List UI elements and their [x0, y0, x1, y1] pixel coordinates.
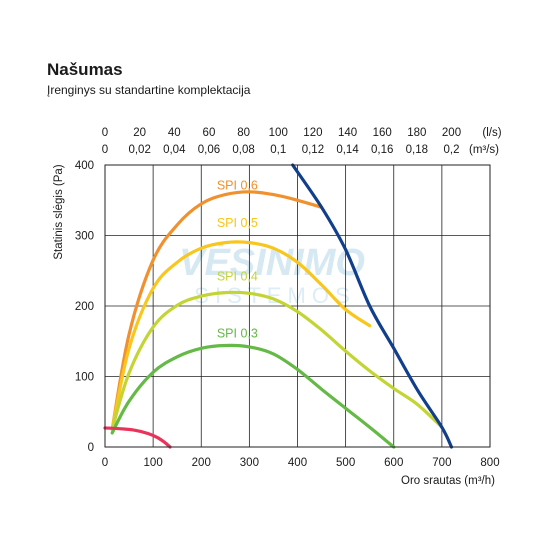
x2-m3s-tick-label: 0 — [102, 144, 108, 156]
series-line-2 — [110, 290, 444, 431]
plot-border — [104, 164, 491, 448]
x2-ls-tick-label: 180 — [407, 127, 426, 139]
x2-m3s-tick-label: 0,18 — [406, 144, 428, 156]
x2-ls-tick-label: 120 — [303, 127, 322, 139]
x2-m3s-tick-label: 0,14 — [336, 144, 359, 156]
x2-ls-tick-label: 140 — [338, 127, 357, 139]
x-tick-label: 500 — [336, 457, 355, 469]
x2-m3s-tick-label: 0,04 — [163, 144, 186, 156]
x-tick-label: 700 — [432, 457, 451, 469]
y-tick-label: 200 — [75, 301, 94, 313]
x2-m3s-tick-label: 0,12 — [302, 144, 324, 156]
series-line-1 — [110, 240, 372, 431]
x2-m3s-tick-label: 0,2 — [444, 144, 460, 156]
x2-ls-tick-label: 100 — [269, 127, 288, 139]
x2-m3s-tick-label: 0,06 — [198, 144, 220, 156]
x2-m3s-tick-label: 0,1 — [270, 144, 286, 156]
x2-ls-tick-label: 0 — [102, 127, 108, 139]
y-tick-label: 100 — [75, 372, 94, 384]
x-tick-label: 200 — [192, 457, 211, 469]
y-axis-label: Statinis slėgis (Pa) — [53, 164, 65, 259]
x2-ls-tick-label: 200 — [442, 127, 461, 139]
x-tick-label: 600 — [384, 457, 403, 469]
plot-frame — [104, 164, 491, 448]
x-axis-label: Oro srautas (m³/h) — [401, 475, 495, 487]
series-line-0 — [110, 190, 324, 431]
x-tick-label: 0 — [102, 457, 108, 469]
x-tick-label: 100 — [144, 457, 163, 469]
y-tick-label: 300 — [75, 231, 94, 243]
y-tick-label: 400 — [75, 160, 94, 172]
series-label-3: SPI 0,3 — [217, 327, 258, 341]
x2-m3s-unit: (m³/s) — [469, 144, 499, 156]
x2-ls-tick-label: 60 — [203, 127, 216, 139]
x2-m3s-tick-label: 0,08 — [232, 144, 254, 156]
x-tick-label: 400 — [288, 457, 307, 469]
x-tick-label: 300 — [240, 457, 259, 469]
watermark-line2: S I S T E M O S — [194, 283, 350, 308]
series-line-4 — [103, 426, 172, 449]
x2-ls-tick-label: 80 — [237, 127, 250, 139]
grid — [105, 165, 490, 447]
series-label-0: SPI 0,6 — [217, 179, 258, 193]
series-group: SPI 0,6 SPI 0,5 SPI 0,4 SPI 0,3 — [103, 163, 454, 449]
x2-ls-unit: (l/s) — [482, 127, 501, 139]
x2-ls-tick-label: 40 — [168, 127, 181, 139]
x2-m3s-tick-label: 0,02 — [128, 144, 150, 156]
x2-ls-tick-label: 20 — [133, 127, 146, 139]
series-line-3 — [110, 343, 396, 449]
x2-m3s-tick-label: 0,16 — [371, 144, 393, 156]
series-label-2: SPI 0,4 — [217, 270, 258, 284]
series-line-5 — [291, 163, 454, 449]
x-tick-label: 800 — [480, 457, 499, 469]
y-tick-label: 0 — [88, 442, 94, 454]
x2-ls-tick-label: 160 — [373, 127, 392, 139]
series-label-1: SPI 0,5 — [217, 216, 258, 230]
chart-subtitle: Įrenginys su standartine komplektacija — [47, 83, 251, 97]
chart-title: Našumas — [47, 60, 123, 79]
